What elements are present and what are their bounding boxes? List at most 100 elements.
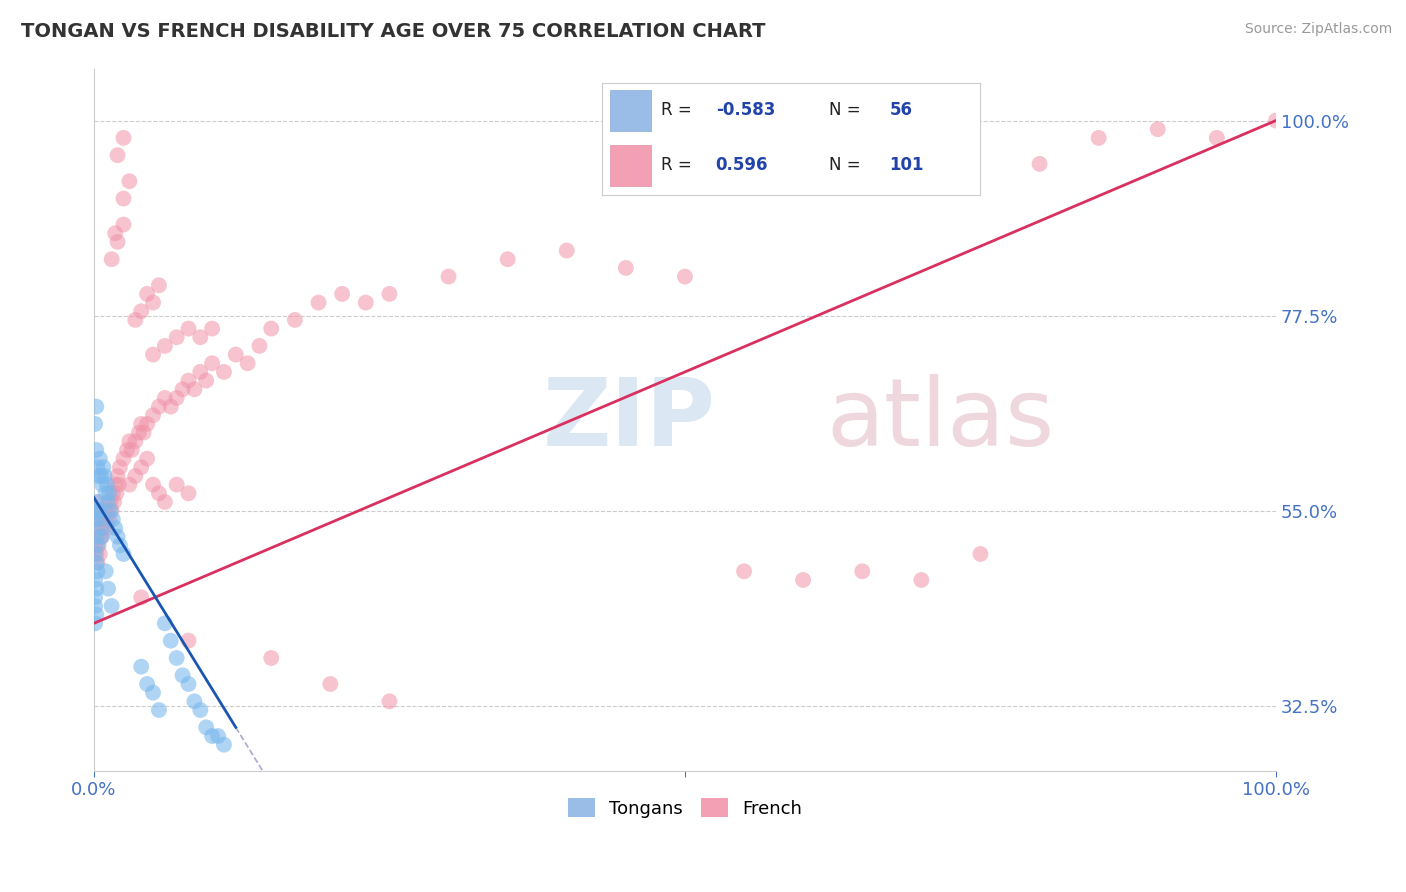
Point <box>97 582 120 596</box>
Point <box>84 530 107 544</box>
Point <box>177 321 200 335</box>
Point <box>378 694 401 708</box>
Point <box>614 260 637 275</box>
Point <box>98 486 121 500</box>
Point <box>107 148 129 162</box>
Point <box>183 694 205 708</box>
Point <box>132 425 155 440</box>
Point <box>101 512 124 526</box>
Point <box>129 460 152 475</box>
Point <box>172 668 194 682</box>
Point <box>91 512 114 526</box>
Point <box>112 131 135 145</box>
Point <box>84 591 107 605</box>
Point <box>212 738 235 752</box>
Point <box>86 460 108 475</box>
Point <box>153 495 176 509</box>
Point <box>87 512 110 526</box>
Point <box>118 477 141 491</box>
Point <box>89 521 111 535</box>
Point <box>177 677 200 691</box>
Point <box>91 477 114 491</box>
Point <box>166 330 188 344</box>
Point <box>90 469 112 483</box>
Point <box>84 582 107 596</box>
Point <box>188 703 211 717</box>
Point <box>183 382 205 396</box>
Point <box>118 434 141 449</box>
Point <box>101 486 124 500</box>
Point <box>84 616 107 631</box>
Point <box>90 521 112 535</box>
Text: Source: ZipAtlas.com: Source: ZipAtlas.com <box>1244 22 1392 37</box>
Point <box>212 365 235 379</box>
Text: ZIP: ZIP <box>543 374 716 466</box>
Point <box>86 512 108 526</box>
Point <box>84 495 107 509</box>
Point <box>84 599 107 613</box>
Point <box>84 442 107 457</box>
Point <box>673 269 696 284</box>
Point <box>1087 131 1109 145</box>
Point <box>129 417 152 431</box>
Text: atlas: atlas <box>827 374 1054 466</box>
Point <box>107 235 129 249</box>
Point <box>107 530 129 544</box>
Point <box>84 538 107 552</box>
Point <box>188 330 211 344</box>
Point <box>90 530 112 544</box>
Point <box>195 720 218 734</box>
Point <box>142 477 165 491</box>
Point <box>124 434 146 449</box>
Point <box>733 564 755 578</box>
Point <box>91 530 114 544</box>
Point <box>153 616 176 631</box>
Point <box>142 409 165 423</box>
Point <box>112 547 135 561</box>
Point <box>86 503 108 517</box>
Point <box>96 477 118 491</box>
Point <box>136 417 159 431</box>
Point <box>100 599 122 613</box>
Point <box>94 486 117 500</box>
Point <box>969 547 991 561</box>
Text: TONGAN VS FRENCH DISABILITY AGE OVER 75 CORRELATION CHART: TONGAN VS FRENCH DISABILITY AGE OVER 75 … <box>21 22 766 41</box>
Point <box>308 295 330 310</box>
Point <box>121 442 143 457</box>
Point <box>84 417 107 431</box>
Point <box>159 400 181 414</box>
Point <box>555 244 578 258</box>
Point <box>97 503 120 517</box>
Point <box>112 192 135 206</box>
Point <box>84 556 107 570</box>
Point <box>260 651 283 665</box>
Point <box>112 218 135 232</box>
Point <box>93 503 115 517</box>
Point <box>195 374 218 388</box>
Point <box>93 469 115 483</box>
Point <box>84 503 107 517</box>
Point <box>1265 113 1288 128</box>
Point <box>201 356 224 370</box>
Point <box>100 503 122 517</box>
Point <box>100 252 122 267</box>
Point <box>112 451 135 466</box>
Point <box>98 512 121 526</box>
Point <box>437 269 460 284</box>
Point <box>84 607 107 622</box>
Point <box>201 321 224 335</box>
Point <box>89 547 111 561</box>
Point <box>792 573 814 587</box>
Point <box>148 400 170 414</box>
Point <box>87 469 110 483</box>
Point <box>129 304 152 318</box>
Point <box>166 651 188 665</box>
Point <box>1205 131 1227 145</box>
Point <box>496 252 519 267</box>
Point <box>1146 122 1168 136</box>
Legend: Tongans, French: Tongans, French <box>561 791 810 825</box>
Point <box>177 486 200 500</box>
Point <box>284 313 307 327</box>
Point <box>94 564 117 578</box>
Point <box>159 633 181 648</box>
